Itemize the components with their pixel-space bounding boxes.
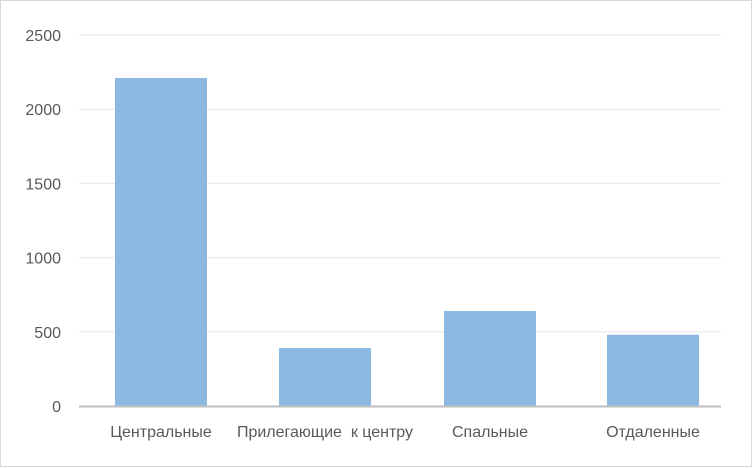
bars (115, 78, 699, 406)
y-tick-label: 0 (52, 399, 61, 416)
bar-1 (115, 78, 207, 406)
y-tick-label: 2000 (25, 102, 61, 119)
x-tick-label: Спальные (452, 424, 528, 441)
x-tick-labels: Центральные Прилегающие к центру Спальные О… (110, 424, 700, 441)
bar-4 (607, 334, 699, 406)
y-tick-labels: 0 500 1000 1500 2000 2500 (25, 28, 61, 416)
x-tick-label: Прилегающие к центру (237, 424, 413, 441)
x-tick-label: Центральные (110, 424, 212, 441)
y-tick-label: 1000 (25, 251, 61, 268)
y-tick-label: 1500 (25, 176, 61, 193)
x-tick-label: Отдаленные (606, 424, 700, 441)
y-tick-label: 500 (34, 325, 61, 342)
bar-2 (279, 348, 371, 406)
bar-3 (444, 311, 536, 406)
y-tick-label: 2500 (25, 28, 61, 45)
